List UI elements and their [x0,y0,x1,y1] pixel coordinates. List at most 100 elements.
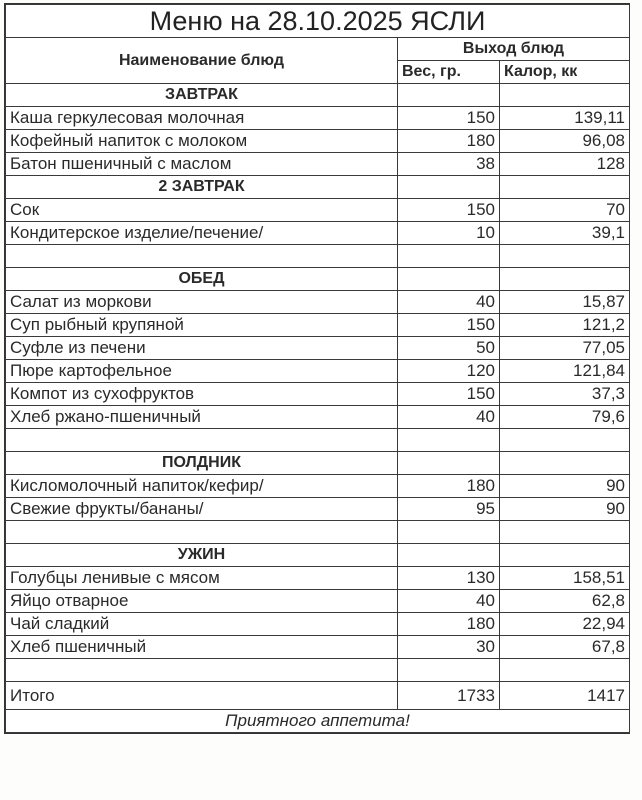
dish-weight: 180 [397,474,500,498]
dish-row: Сок 150 70 [5,198,630,222]
section-row: ПОЛДНИК [5,451,630,475]
header-calories: Калор, кк [499,60,630,84]
empty-row [5,520,630,544]
dish-weight: 130 [397,566,500,590]
dish-row: Суп рыбный крупяной 150 121,2 [5,313,630,337]
empty-cell [499,267,630,291]
dish-row: Кофейный напиток с молоком 180 96,08 [5,129,630,153]
dish-calories: 79,6 [499,405,630,429]
dish-weight: 180 [397,129,500,153]
dish-calories: 121,84 [499,359,630,383]
dish-row: Свежие фрукты/бананы/95 90 [5,497,630,521]
empty-cell [397,244,500,268]
dish-calories: 77,05 [499,336,630,360]
dish-name: Батон пшеничный с маслом [5,152,398,176]
section-title: УЖИН [5,543,398,567]
empty-row [5,244,630,268]
dish-calories: 139,11 [499,106,630,130]
section-row: ЗАВТРАК [5,83,630,107]
total-weight: 1733 [397,681,500,710]
dish-name: Суп рыбный крупяной [5,313,398,337]
section-title: 2 ЗАВТРАК [5,175,398,199]
dish-name: Каша геркулесовая молочная [5,106,398,130]
dish-row: Кисломолочный напиток/кефир/180 90 [5,474,630,498]
dish-name: Компот из сухофруктов [5,382,398,406]
total-row: Итого 1733 1417 [5,681,630,710]
dish-row: Кондитерское изделие/печение/10 39,1 [5,221,630,245]
empty-cell [499,520,630,544]
empty-cell [5,520,398,544]
empty-cell [397,520,500,544]
dish-calories: 96,08 [499,129,630,153]
dish-calories: 67,8 [499,635,630,659]
dish-calories: 90 [499,474,630,498]
dish-calories: 22,94 [499,612,630,636]
dish-row: Суфле из печени 50 77,05 [5,336,630,360]
empty-cell [499,543,630,567]
empty-cell [499,658,630,682]
empty-cell [499,428,630,452]
menu-title: Меню на 28.10.2025 ЯСЛИ [5,4,630,38]
dish-weight: 40 [397,405,500,429]
section-title: ЗАВТРАК [5,83,398,107]
dish-name: Чай сладкий [5,612,398,636]
dish-weight: 38 [397,152,500,176]
dish-weight: 120 [397,359,500,383]
empty-cell [397,175,500,199]
dish-calories: 121,2 [499,313,630,337]
total-calories: 1417 [499,681,630,710]
dish-calories: 15,87 [499,290,630,314]
dish-row: Салат из моркови 40 15,87 [5,290,630,314]
dish-weight: 150 [397,106,500,130]
dish-row: Компот из сухофруктов 150 37,3 [5,382,630,406]
dish-name: Хлеб пшеничный [5,635,398,659]
dish-name: Свежие фрукты/бананы/ [5,497,398,521]
dish-row: Чай сладкий 180 22,94 [5,612,630,636]
empty-cell [5,658,398,682]
dish-weight: 40 [397,290,500,314]
footer-note: Приятного аппетита! [5,709,630,733]
header-output: Выход блюд [397,37,630,61]
dish-name: Кофейный напиток с молоком [5,129,398,153]
dish-name: Суфле из печени [5,336,398,360]
dish-name: Кисломолочный напиток/кефир/ [5,474,398,498]
dish-row: Хлеб пшеничный 30 67,8 [5,635,630,659]
dish-row: Хлеб ржано-пшеничный 40 79,6 [5,405,630,429]
dish-weight: 150 [397,198,500,222]
empty-cell [397,451,500,475]
dish-weight: 95 [397,497,500,521]
dish-weight: 50 [397,336,500,360]
empty-cell [397,428,500,452]
section-title: ПОЛДНИК [5,451,398,475]
dish-name: Голубцы ленивые с мясом [5,566,398,590]
dish-calories: 70 [499,198,630,222]
dish-name: Сок [5,198,398,222]
dish-row: Голубцы ленивые с мясом 130 158,51 [5,566,630,590]
menu-table: Меню на 28.10.2025 ЯСЛИ Наименование блю… [5,4,630,733]
empty-cell [499,244,630,268]
dish-calories: 90 [499,497,630,521]
empty-cell [397,658,500,682]
empty-cell [5,428,398,452]
dish-calories: 62,8 [499,589,630,613]
dish-name: Яйцо отварное [5,589,398,613]
empty-row [5,428,630,452]
dish-name: Салат из моркови [5,290,398,314]
dish-calories: 37,3 [499,382,630,406]
dish-weight: 10 [397,221,500,245]
header-dish-name: Наименование блюд [5,37,398,84]
dish-row: Пюре картофельное 120 121,84 [5,359,630,383]
empty-cell [397,543,500,567]
dish-row: Батон пшеничный с маслом 38 128 [5,152,630,176]
section-row: ОБЕД [5,267,630,291]
dish-calories: 39,1 [499,221,630,245]
header-weight: Вес, гр. [397,60,500,84]
dish-name: Кондитерское изделие/печение/ [5,221,398,245]
empty-cell [499,83,630,107]
empty-cell [397,83,500,107]
dish-row: Каша геркулесовая молочная 150 139,11 [5,106,630,130]
dish-weight: 40 [397,589,500,613]
dish-weight: 180 [397,612,500,636]
dish-weight: 30 [397,635,500,659]
section-row: 2 ЗАВТРАК [5,175,630,199]
